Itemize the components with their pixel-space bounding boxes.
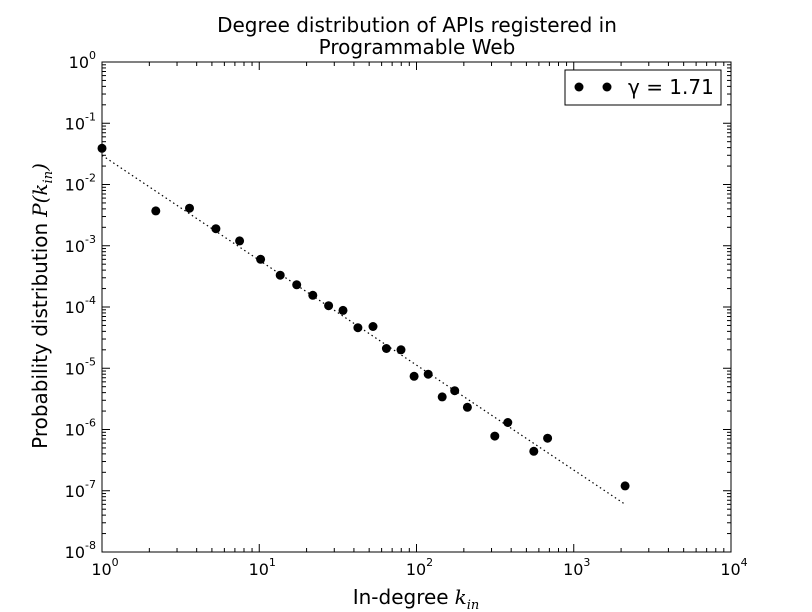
y-tick-label: 100 (69, 49, 96, 72)
data-point (490, 431, 500, 441)
data-point (308, 290, 318, 300)
x-tick-label: 100 (91, 556, 118, 579)
data-point (275, 270, 285, 280)
data-point (256, 254, 266, 264)
data-point (292, 280, 302, 290)
x-axis-label-math-base: k (455, 585, 467, 609)
data-point (620, 481, 630, 491)
y-tick-label: 10-1 (65, 110, 96, 133)
x-tick-label: 102 (406, 556, 433, 579)
x-axis-label-text: In-degree (353, 585, 449, 609)
y-axis-label-math-sub: in (41, 171, 56, 184)
x-axis-label: In-degree kin (353, 585, 480, 612)
data-point (529, 446, 539, 456)
legend-label: γ = 1.71 (628, 75, 714, 99)
y-axis-label: Probability distribution P(kin) (28, 163, 56, 449)
fit-line-group (101, 154, 626, 505)
legend: γ = 1.71 (564, 69, 722, 106)
data-point (409, 371, 419, 381)
plot-frame (101, 61, 732, 553)
x-axis-label-math-sub: in (467, 598, 480, 612)
chart-title-line-2: Programmable Web (319, 35, 516, 59)
data-point (338, 305, 348, 315)
y-tick-label: 10-6 (65, 417, 96, 440)
data-point (423, 369, 433, 379)
axis-tick-labels: 100 101 102 103 104 100 10-1 10-2 10-3 10-4 10-5 10… (65, 49, 748, 579)
y-axis-label-math-post: ) (28, 163, 52, 172)
axis-ticks (101, 61, 732, 553)
data-point (462, 402, 472, 412)
data-point (368, 322, 378, 331)
data-point (381, 344, 391, 353)
x-tick-label: 101 (249, 556, 276, 579)
y-axis-label-text: Probability distribution (28, 223, 52, 449)
legend-marker (574, 82, 584, 92)
legend-marker (602, 82, 612, 92)
data-point (437, 392, 447, 402)
y-tick-label: 10-7 (65, 478, 96, 501)
data-point (503, 418, 513, 427)
y-tick-label: 10-5 (65, 355, 96, 378)
data-point (185, 203, 194, 213)
data-point (353, 323, 363, 333)
y-axis-label-math-pre: P(k (28, 183, 52, 217)
fit-line (101, 154, 626, 505)
chart-title-line-1: Degree distribution of APIs registered i… (217, 13, 617, 37)
x-tick-label: 103 (563, 556, 590, 579)
y-tick-label: 10-3 (65, 233, 96, 256)
data-point (151, 206, 161, 216)
data-point (543, 433, 553, 443)
y-tick-label: 10-2 (65, 172, 96, 195)
legend-box (564, 69, 722, 106)
data-point (235, 236, 245, 246)
data-point (396, 345, 406, 355)
y-tick-label: 10-8 (65, 539, 96, 562)
data-points (97, 143, 630, 491)
data-point (324, 301, 334, 311)
y-tick-label: 10-4 (65, 294, 96, 317)
data-point (450, 386, 460, 396)
data-point (211, 224, 221, 234)
x-tick-label: 104 (720, 556, 747, 579)
